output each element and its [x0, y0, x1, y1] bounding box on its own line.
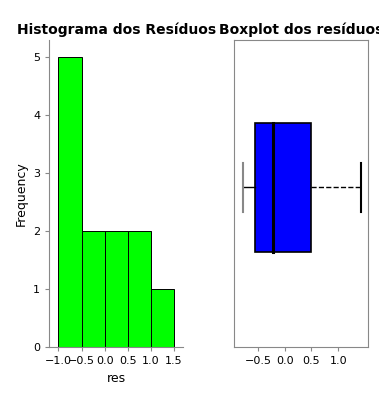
- X-axis label: res: res: [106, 372, 126, 385]
- Bar: [81, 231, 105, 347]
- Bar: [105, 231, 128, 347]
- Y-axis label: Frequency: Frequency: [14, 161, 28, 226]
- Bar: [151, 289, 174, 347]
- Bar: [255, 123, 312, 252]
- Bar: [128, 231, 151, 347]
- Title: Histograma dos Resíduos: Histograma dos Resíduos: [17, 23, 216, 38]
- Title: Boxplot dos resíduos: Boxplot dos resíduos: [219, 23, 379, 38]
- Bar: [58, 57, 81, 347]
